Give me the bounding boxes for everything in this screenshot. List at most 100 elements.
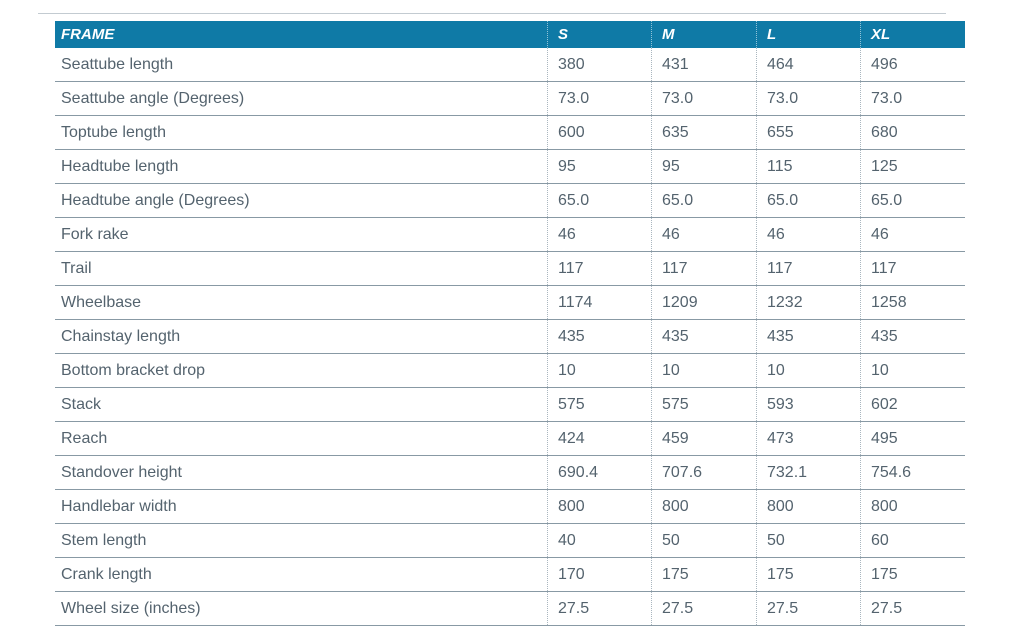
row-value: 175 [756, 558, 860, 591]
table-row: Standover height 690.4 707.6 732.1 754.6 [55, 456, 965, 490]
table-row: Stem length 40 50 50 60 [55, 524, 965, 558]
row-value: 46 [547, 218, 651, 251]
row-value: 46 [651, 218, 756, 251]
row-value: 117 [547, 252, 651, 285]
row-value: 495 [860, 422, 965, 455]
row-value: 435 [860, 320, 965, 353]
row-value: 175 [860, 558, 965, 591]
table-row: Trail 117 117 117 117 [55, 252, 965, 286]
row-label: Seattube length [61, 55, 174, 73]
row-label: Wheel size (inches) [61, 599, 201, 617]
row-value: 95 [651, 150, 756, 183]
column-header-size-m: M [651, 21, 756, 48]
row-value: 95 [547, 150, 651, 183]
table-row: Seattube length 380 431 464 496 [55, 48, 965, 82]
table-row: Chainstay length 435 435 435 435 [55, 320, 965, 354]
row-value: 1258 [860, 286, 965, 319]
row-value: 60 [860, 524, 965, 557]
row-value: 435 [651, 320, 756, 353]
row-label: Stack [61, 395, 102, 413]
row-value: 27.5 [756, 592, 860, 625]
row-value: 635 [651, 116, 756, 149]
row-value: 65.0 [756, 184, 860, 217]
row-value: 10 [756, 354, 860, 387]
row-value: 732.1 [756, 456, 860, 489]
table-row: Reach 424 459 473 495 [55, 422, 965, 456]
row-value: 170 [547, 558, 651, 591]
row-value: 1209 [651, 286, 756, 319]
table-row: Wheelbase 1174 1209 1232 1258 [55, 286, 965, 320]
row-value: 73.0 [547, 82, 651, 115]
row-value: 117 [651, 252, 756, 285]
column-header-size-xl: XL [860, 21, 965, 48]
row-value: 754.6 [860, 456, 965, 489]
row-value: 600 [547, 116, 651, 149]
row-value: 593 [756, 388, 860, 421]
row-value: 50 [651, 524, 756, 557]
row-label: Fork rake [61, 225, 129, 243]
top-divider [38, 13, 946, 14]
table-row: Toptube length 600 635 655 680 [55, 116, 965, 150]
row-value: 424 [547, 422, 651, 455]
row-value: 380 [547, 48, 651, 81]
row-value: 655 [756, 116, 860, 149]
row-value: 73.0 [756, 82, 860, 115]
table-row: Seattube angle (Degrees) 73.0 73.0 73.0 73.0 [55, 82, 965, 116]
row-label: Wheelbase [61, 293, 142, 311]
column-header-size-l: L [756, 21, 860, 48]
table-row: Bottom bracket drop 10 10 10 10 [55, 354, 965, 388]
row-label: Toptube length [61, 123, 166, 141]
column-header-frame: FRAME [61, 26, 115, 43]
row-value: 65.0 [860, 184, 965, 217]
row-label: Chainstay length [61, 327, 181, 345]
table-row: Stack 575 575 593 602 [55, 388, 965, 422]
row-value: 27.5 [651, 592, 756, 625]
row-value: 65.0 [651, 184, 756, 217]
row-label: Standover height [61, 463, 182, 481]
row-value: 10 [860, 354, 965, 387]
table-row: Fork rake 46 46 46 46 [55, 218, 965, 252]
row-value: 575 [651, 388, 756, 421]
row-value: 431 [651, 48, 756, 81]
column-header-size-s: S [547, 21, 651, 48]
row-value: 800 [547, 490, 651, 523]
row-value: 707.6 [651, 456, 756, 489]
row-label: Reach [61, 429, 108, 447]
table-row: Crank length 170 175 175 175 [55, 558, 965, 592]
row-value: 459 [651, 422, 756, 455]
row-label: Crank length [61, 565, 152, 583]
table-row: Headtube angle (Degrees) 65.0 65.0 65.0 65.0 [55, 184, 965, 218]
row-value: 50 [756, 524, 860, 557]
row-value: 125 [860, 150, 965, 183]
row-value: 575 [547, 388, 651, 421]
row-label: Bottom bracket drop [61, 361, 206, 379]
table-row: Wheel size (inches) 27.5 27.5 27.5 27.5 [55, 592, 965, 626]
row-value: 690.4 [547, 456, 651, 489]
table-row: Headtube length 95 95 115 125 [55, 150, 965, 184]
row-value: 46 [756, 218, 860, 251]
table-body: Seattube length 380 431 464 496 Seattube angl… [55, 48, 965, 626]
row-label: Stem length [61, 531, 147, 549]
row-value: 73.0 [651, 82, 756, 115]
row-value: 40 [547, 524, 651, 557]
row-value: 1232 [756, 286, 860, 319]
row-value: 435 [756, 320, 860, 353]
row-value: 473 [756, 422, 860, 455]
row-value: 117 [860, 252, 965, 285]
table-header-row: FRAME S M L XL [55, 21, 965, 48]
row-value: 496 [860, 48, 965, 81]
row-value: 115 [756, 150, 860, 183]
row-label: Trail [61, 259, 92, 277]
row-label: Seattube angle (Degrees) [61, 89, 245, 107]
row-value: 175 [651, 558, 756, 591]
row-value: 73.0 [860, 82, 965, 115]
row-value: 680 [860, 116, 965, 149]
row-value: 46 [860, 218, 965, 251]
geometry-table: FRAME S M L XL Seattube length 380 431 464 4… [55, 21, 965, 626]
row-value: 1174 [547, 286, 651, 319]
row-label: Headtube length [61, 157, 179, 175]
row-label: Headtube angle (Degrees) [61, 191, 250, 209]
row-value: 800 [860, 490, 965, 523]
row-value: 800 [651, 490, 756, 523]
